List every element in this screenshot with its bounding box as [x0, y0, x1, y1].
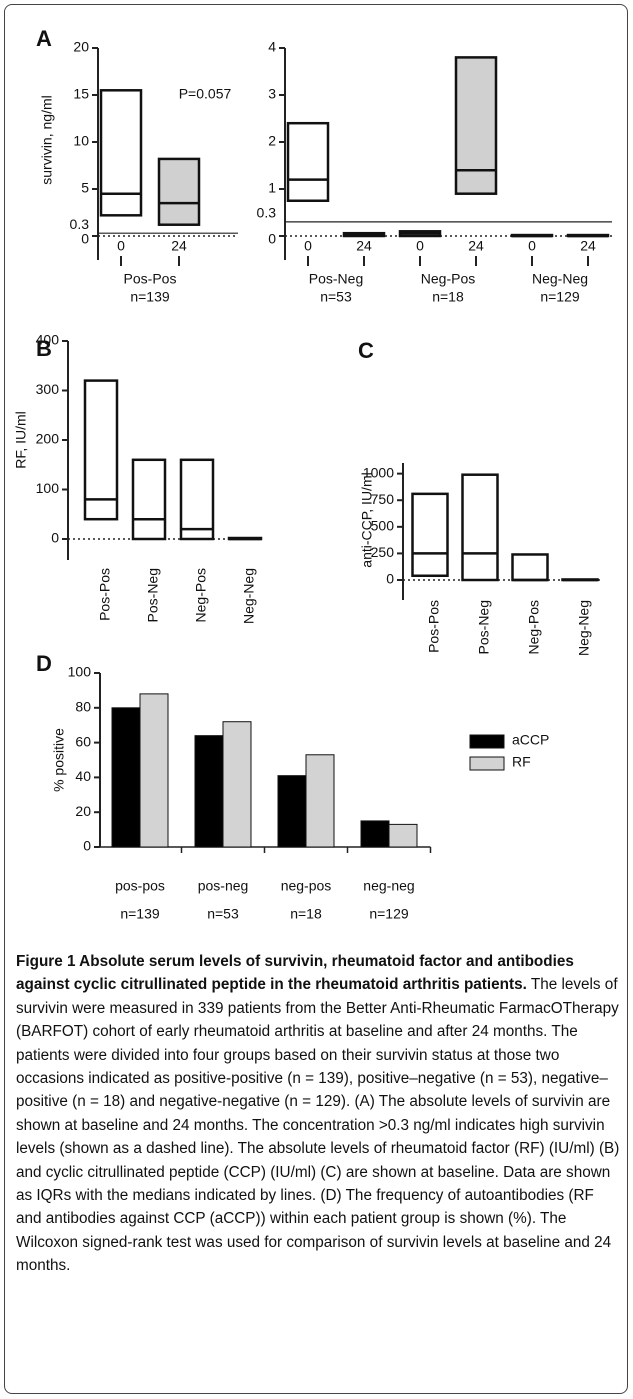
x-tick-label: 24: [580, 238, 596, 254]
x-tick-label: Neg-Neg: [241, 568, 257, 624]
group-n-label: n=18: [432, 289, 464, 305]
iqr-box: [411, 492, 449, 577]
y-tick-label: 100: [68, 664, 92, 680]
iqr-box: [461, 473, 499, 582]
x-tick-label: 0: [416, 238, 424, 254]
bar: [222, 721, 252, 848]
y-tick-label: 100: [36, 480, 60, 496]
x-tick-label: Pos-Pos: [97, 568, 113, 621]
bar: [388, 823, 418, 848]
y-tick-label: 1: [268, 180, 276, 196]
legend-swatch: [469, 756, 505, 771]
bar: [277, 775, 307, 848]
y-tick-label: 40: [75, 768, 91, 784]
y-tick-label: 60: [75, 733, 91, 749]
y-tick-label: 0: [51, 530, 59, 546]
caption-title: Figure 1 Absolute serum levels of surviv…: [16, 953, 574, 994]
iqr-box: [131, 458, 167, 541]
x-tick-label: pos-pos: [115, 878, 165, 894]
y-tick-label: 5: [81, 180, 89, 196]
y-tick-label: 1000: [363, 464, 394, 480]
y-tick-label: 20: [73, 39, 89, 55]
figure-frame: [4, 4, 628, 1394]
iqr-box: [157, 157, 201, 226]
x-tick-label: Pos-Pos: [426, 600, 442, 653]
y-axis-label: RF, IU/ml: [13, 411, 29, 469]
y-tick-label: 300: [36, 381, 60, 397]
x-tick-label: Neg-Pos: [193, 568, 209, 622]
caption: Figure 1 Absolute serum levels of surviv…: [16, 950, 620, 1278]
x-n-label: n=53: [207, 906, 239, 922]
y-axis-label: anti-CCP, IU/ml: [359, 472, 375, 567]
iqr-box: [454, 56, 498, 195]
caption-text: The levels of survivin were measured in …: [16, 976, 620, 1275]
x-tick-label: Neg-Pos: [526, 600, 542, 654]
y-axis-label: survivin, ng/ml: [39, 95, 55, 184]
group-label: Pos-Neg: [309, 271, 363, 287]
bar: [305, 754, 335, 848]
panel-letter: D: [36, 651, 52, 676]
group-n-label: n=129: [540, 289, 580, 305]
bar: [139, 693, 169, 848]
x-n-label: n=18: [290, 906, 322, 922]
x-tick-label: 0: [304, 238, 312, 254]
y-tick-label: 0: [81, 231, 89, 247]
y-tick-label: 500: [371, 518, 395, 534]
group-n-label: n=139: [130, 289, 170, 305]
x-tick-label: pos-neg: [198, 878, 249, 894]
x-tick-label: 0: [528, 238, 536, 254]
legend-label: RF: [512, 754, 531, 770]
y-tick-label: 0: [268, 231, 276, 247]
y-tick-label: 20: [75, 803, 91, 819]
y-tick-label: 10: [73, 133, 89, 149]
y-tick-label: 750: [371, 491, 395, 507]
y-tick-label: 15: [73, 86, 89, 102]
y-tick-label: 3: [268, 86, 276, 102]
y-tick-label: 250: [371, 544, 395, 560]
iqr-box: [511, 553, 549, 582]
y-tick-label: 200: [36, 431, 60, 447]
iqr-box: [83, 379, 119, 521]
panel-letter: C: [358, 338, 374, 363]
panel-letter: A: [36, 26, 52, 51]
reference-label: 0.3: [257, 205, 277, 221]
x-tick-label: Pos-Neg: [476, 600, 492, 654]
group-n-label: n=53: [320, 289, 352, 305]
x-tick-label: 24: [468, 238, 484, 254]
x-tick-label: 24: [171, 238, 187, 254]
y-tick-label: 0: [83, 838, 91, 854]
x-tick-label: Neg-Neg: [576, 600, 592, 656]
x-n-label: n=139: [120, 906, 160, 922]
group-label: Neg-Pos: [421, 271, 475, 287]
bar: [111, 707, 141, 848]
y-tick-label: 0: [386, 571, 394, 587]
iqr-box: [99, 89, 143, 217]
x-tick-label: neg-pos: [281, 878, 332, 894]
panel-letter: B: [36, 336, 52, 361]
annotation: P=0.057: [179, 86, 232, 102]
bar: [194, 735, 224, 848]
legend-label: aCCP: [512, 732, 549, 748]
x-tick-label: 0: [117, 238, 125, 254]
y-tick-label: 4: [268, 39, 276, 55]
x-tick-label: neg-neg: [363, 878, 414, 894]
y-tick-label: 80: [75, 699, 91, 715]
x-n-label: n=129: [369, 906, 409, 922]
y-axis-label: % positive: [51, 728, 67, 792]
legend-swatch: [469, 734, 505, 749]
iqr-box: [179, 458, 215, 541]
y-tick-label: 400: [36, 332, 60, 348]
group-label: Neg-Neg: [532, 271, 588, 287]
y-tick-label: 2: [268, 133, 276, 149]
group-label: Pos-Pos: [124, 271, 177, 287]
x-tick-label: 24: [356, 238, 372, 254]
iqr-box: [286, 121, 330, 202]
bar: [360, 820, 390, 848]
x-tick-label: Pos-Neg: [145, 568, 161, 622]
reference-label: 0.3: [70, 216, 90, 232]
